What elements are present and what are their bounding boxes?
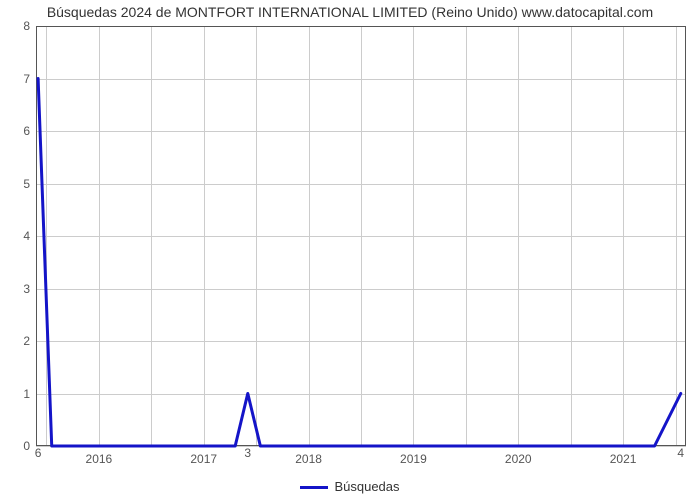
x-tick-label: 2021 [610, 452, 637, 466]
plot-area: 012345678201620172018201920202021634 [36, 26, 686, 446]
line-layer [36, 26, 686, 446]
data-point-label: 6 [35, 446, 42, 460]
x-tick-label: 2016 [86, 452, 113, 466]
data-point-label: 3 [244, 446, 251, 460]
y-tick-label: 3 [23, 282, 30, 296]
data-point-label: 4 [677, 446, 684, 460]
x-tick-label: 2018 [295, 452, 322, 466]
y-tick-label: 8 [23, 19, 30, 33]
x-tick-label: 2019 [400, 452, 427, 466]
legend-swatch [300, 486, 328, 489]
y-tick-label: 2 [23, 334, 30, 348]
y-tick-label: 5 [23, 177, 30, 191]
x-tick-label: 2020 [505, 452, 532, 466]
chart-title: Búsquedas 2024 de MONTFORT INTERNATIONAL… [0, 4, 700, 20]
legend-label: Búsquedas [334, 479, 399, 494]
legend: Búsquedas [0, 479, 700, 494]
y-tick-label: 0 [23, 439, 30, 453]
chart-container: Búsquedas 2024 de MONTFORT INTERNATIONAL… [0, 0, 700, 500]
series-line [38, 79, 681, 447]
y-tick-label: 7 [23, 72, 30, 86]
y-tick-label: 1 [23, 387, 30, 401]
x-tick-label: 2017 [190, 452, 217, 466]
y-tick-label: 6 [23, 124, 30, 138]
y-tick-label: 4 [23, 229, 30, 243]
